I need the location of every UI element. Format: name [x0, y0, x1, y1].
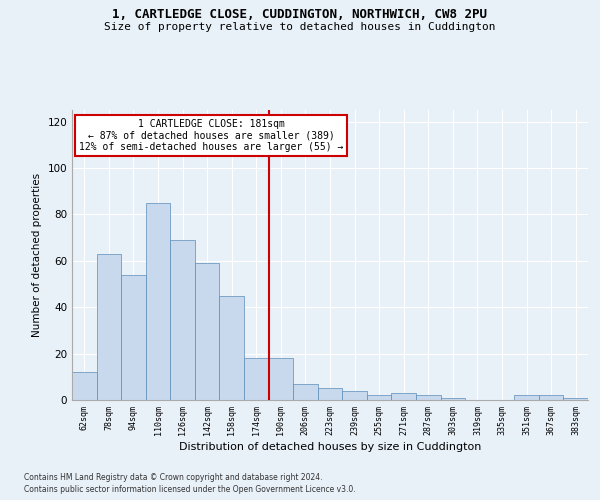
Bar — [416, 396, 440, 400]
Bar — [244, 358, 269, 400]
Y-axis label: Number of detached properties: Number of detached properties — [32, 173, 42, 337]
Text: Contains HM Land Registry data © Crown copyright and database right 2024.: Contains HM Land Registry data © Crown c… — [24, 472, 323, 482]
Bar — [293, 384, 318, 400]
Bar — [220, 296, 244, 400]
Bar — [563, 398, 588, 400]
Bar — [342, 390, 367, 400]
Bar — [269, 358, 293, 400]
Bar — [97, 254, 121, 400]
Bar — [440, 398, 465, 400]
Bar — [514, 396, 539, 400]
Bar — [146, 203, 170, 400]
Text: Distribution of detached houses by size in Cuddington: Distribution of detached houses by size … — [179, 442, 481, 452]
Text: Contains public sector information licensed under the Open Government Licence v3: Contains public sector information licen… — [24, 485, 356, 494]
Bar — [391, 393, 416, 400]
Text: 1, CARTLEDGE CLOSE, CUDDINGTON, NORTHWICH, CW8 2PU: 1, CARTLEDGE CLOSE, CUDDINGTON, NORTHWIC… — [113, 8, 487, 20]
Bar — [121, 274, 146, 400]
Bar — [367, 396, 391, 400]
Bar — [539, 396, 563, 400]
Bar — [170, 240, 195, 400]
Text: Size of property relative to detached houses in Cuddington: Size of property relative to detached ho… — [104, 22, 496, 32]
Bar — [195, 263, 220, 400]
Bar — [72, 372, 97, 400]
Bar — [318, 388, 342, 400]
Text: 1 CARTLEDGE CLOSE: 181sqm
← 87% of detached houses are smaller (389)
12% of semi: 1 CARTLEDGE CLOSE: 181sqm ← 87% of detac… — [79, 118, 344, 152]
